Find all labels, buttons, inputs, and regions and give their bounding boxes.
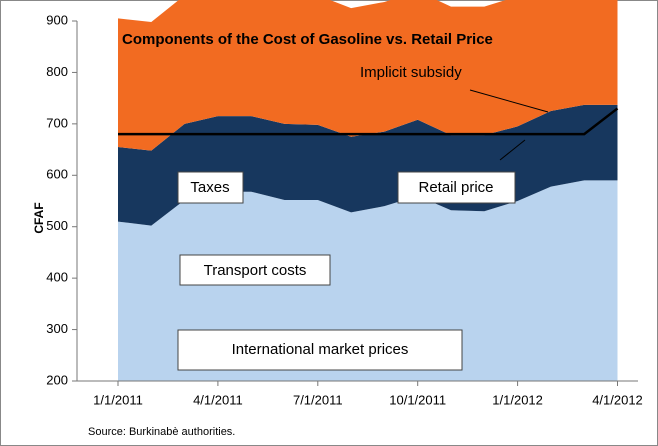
y-tick-label: 600: [46, 167, 68, 182]
x-tick-label: 1/1/2011: [93, 392, 143, 407]
series-label: International market prices: [232, 341, 409, 358]
y-tick-label: 800: [46, 64, 68, 79]
y-tick-label: 900: [46, 12, 68, 27]
source: Source: Burkinabè authorities.: [88, 426, 235, 438]
x-tick-label: 10/1/2011: [389, 392, 446, 407]
chart-title: Components of the Cost of Gasoline vs. R…: [122, 31, 493, 48]
label-box: [177, 329, 463, 371]
x-tick-label: 1/1/2012: [492, 392, 543, 407]
label-box: [177, 171, 244, 204]
y-tick-label: 200: [46, 372, 68, 387]
y-tick-label: 700: [46, 115, 68, 130]
line-label: Retail price: [418, 179, 493, 196]
y-tick-label: 300: [46, 321, 68, 336]
series-label: Taxes: [190, 179, 229, 196]
annotation-pointer: [469, 89, 549, 113]
annotation: Implicit subsidy: [360, 64, 462, 81]
y-axis-label: CFAF: [32, 202, 46, 233]
x-tick-label: 4/1/2011: [193, 392, 243, 407]
label-box: [397, 171, 516, 204]
y-tick-label: 500: [46, 218, 68, 233]
x-tick-label: 7/1/2011: [293, 392, 343, 407]
line: [118, 107, 619, 136]
area: [118, 0, 618, 151]
annotation-pointer: [499, 139, 526, 161]
x-tick-label: 4/1/2012: [592, 392, 643, 407]
y-tick-label: 400: [46, 270, 68, 285]
series-label: Transport costs: [204, 262, 307, 279]
label-box: [179, 254, 331, 286]
